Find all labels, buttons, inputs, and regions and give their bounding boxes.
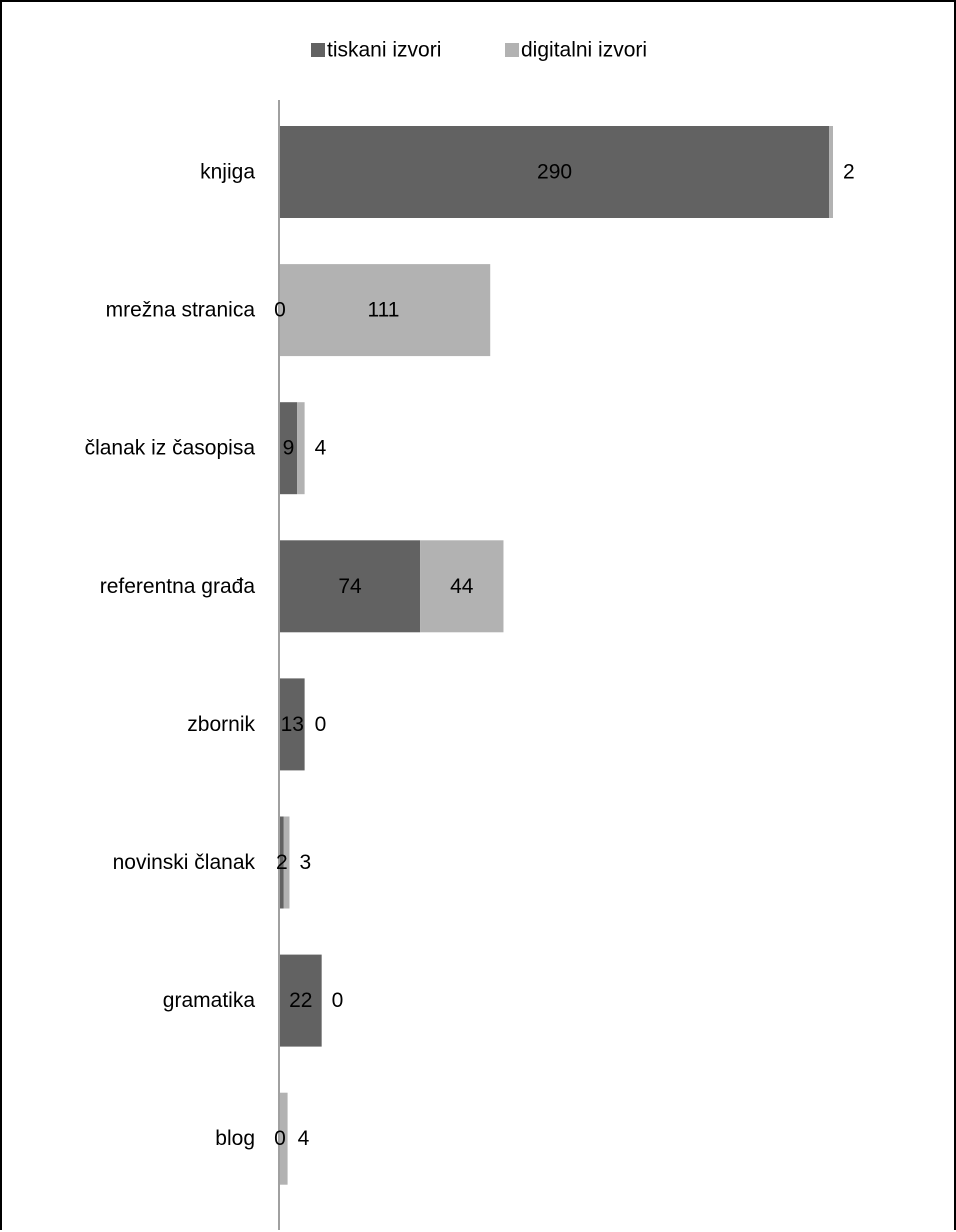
value-label-tiskani-izvori-mrezna-stranica: 0 xyxy=(274,299,286,322)
bar-tiskani-izvori-novinski-clanak xyxy=(280,816,284,909)
value-label-tiskani-izvori-gramatika: 22 xyxy=(289,989,312,1012)
bar-digitalni-izvori-mrezna-stranica xyxy=(280,264,491,357)
legend-swatch-tiskani-izvori xyxy=(311,43,325,57)
legend: tiskani izvori digitalni izvori xyxy=(311,39,647,62)
value-label-tiskani-izvori-zbornik: 13 xyxy=(281,713,304,736)
category-label-knjiga: knjiga xyxy=(200,161,255,184)
bar-digitalni-izvori-novinski-clanak xyxy=(283,816,290,909)
bar-tiskani-izvori-gramatika xyxy=(280,954,322,1047)
value-label-digitalni-izvori-clanak-iz-casopisa: 4 xyxy=(315,437,327,460)
value-label-digitalni-izvori-novinski-clanak: 3 xyxy=(299,851,311,874)
category-label-novinski-clanak: novinski članak xyxy=(113,851,256,874)
bar-tiskani-izvori-knjiga xyxy=(280,126,830,218)
legend-label-tiskani-izvori: tiskani izvori xyxy=(327,39,441,62)
bar-digitalni-izvori-knjiga xyxy=(829,126,833,218)
bars-group xyxy=(280,126,833,1185)
legend-swatch-digitalni-izvori xyxy=(505,43,519,57)
value-label-tiskani-izvori-clanak-iz-casopisa: 9 xyxy=(283,437,295,460)
value-label-tiskani-izvori-knjiga: 290 xyxy=(537,161,572,184)
category-label-zbornik: zbornik xyxy=(187,713,255,736)
value-label-tiskani-izvori-novinski-clanak: 2 xyxy=(276,851,288,874)
bar-digitalni-izvori-clanak-iz-casopisa xyxy=(297,402,305,495)
value-label-digitalni-izvori-knjiga: 2 xyxy=(843,161,855,184)
category-label-mrezna-stranica: mrežna stranica xyxy=(106,299,256,322)
value-label-tiskani-izvori-referentna-grada: 74 xyxy=(338,575,362,598)
category-label-blog: blog xyxy=(215,1127,255,1150)
bar-digitalni-izvori-blog xyxy=(280,1092,288,1185)
category-label-clanak-iz-casopisa: članak iz časopisa xyxy=(85,437,256,460)
value-label-digitalni-izvori-mrezna-stranica: 111 xyxy=(368,299,400,322)
bar-tiskani-izvori-referentna-grada xyxy=(280,540,421,633)
bar-tiskani-izvori-zbornik xyxy=(280,678,305,771)
category-label-gramatika: gramatika xyxy=(163,989,256,1012)
value-label-digitalni-izvori-referentna-grada: 44 xyxy=(450,575,474,598)
bar-digitalni-izvori-referentna-grada xyxy=(420,540,504,633)
category-label-referentna-grada: referentna građa xyxy=(100,575,256,598)
value-label-digitalni-izvori-gramatika: 0 xyxy=(332,989,344,1012)
value-label-digitalni-izvori-blog: 4 xyxy=(298,1127,310,1150)
bar-tiskani-izvori-clanak-iz-casopisa xyxy=(280,402,298,495)
legend-label-digitalni-izvori: digitalni izvori xyxy=(521,39,647,62)
value-label-digitalni-izvori-zbornik: 0 xyxy=(315,713,327,736)
value-label-tiskani-izvori-blog: 0 xyxy=(274,1127,286,1150)
